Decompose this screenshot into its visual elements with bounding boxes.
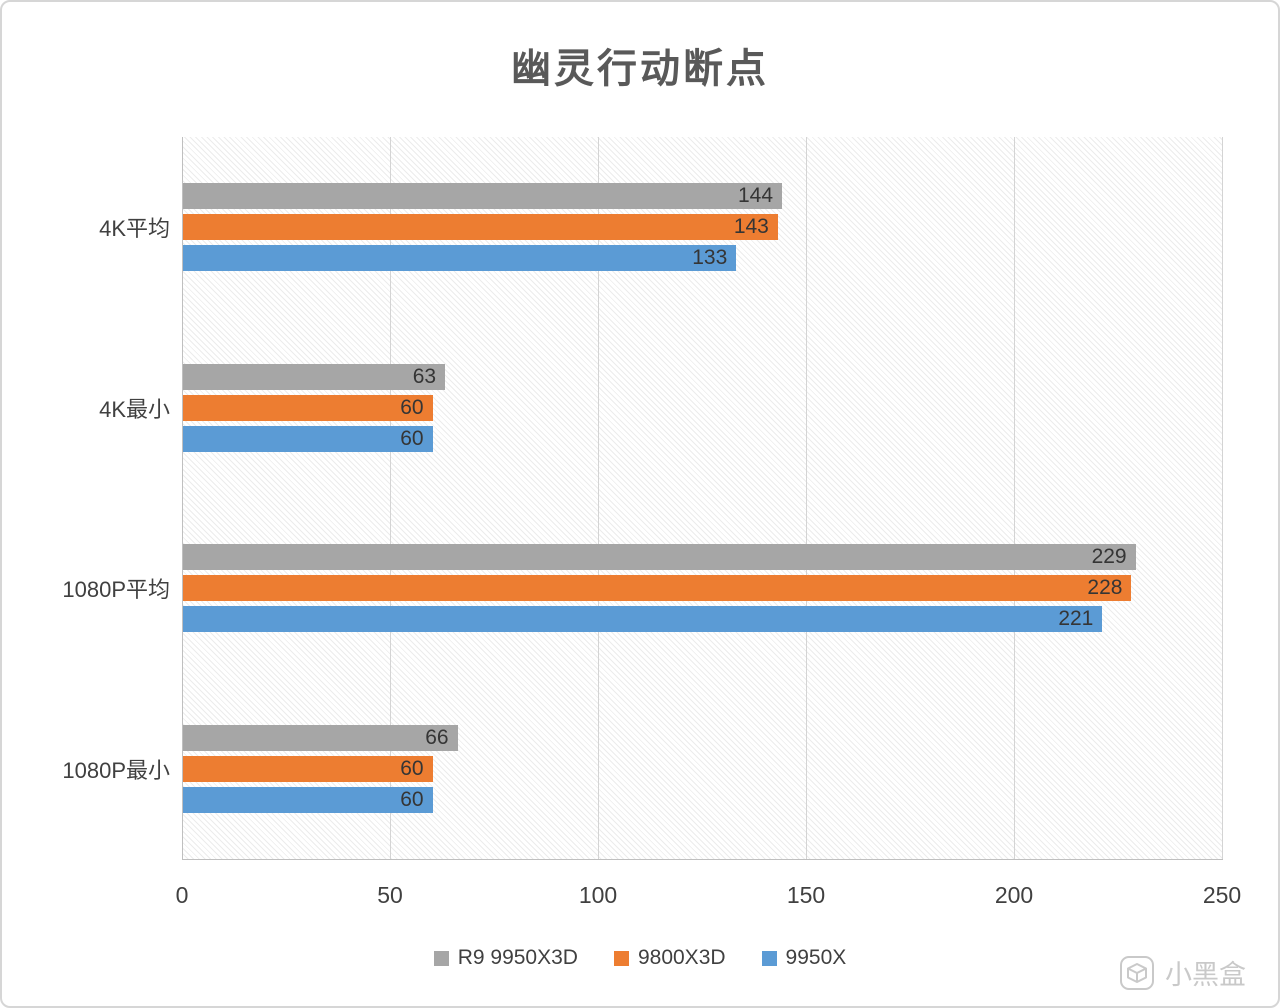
- x-axis-tick-label: 100: [578, 882, 618, 908]
- legend-label: R9 9950X3D: [457, 946, 578, 969]
- category-label: 4K最小: [99, 396, 170, 422]
- gridline: [390, 137, 391, 859]
- chart-title: 幽灵行动断点: [511, 47, 769, 91]
- category-label: 1080P最小: [62, 757, 170, 783]
- x-axis-tick-label: 250: [1202, 882, 1242, 908]
- bar: 144: [183, 183, 783, 210]
- watermark: 小黑盒: [1119, 953, 1246, 992]
- bar: 143: [183, 214, 778, 241]
- x-axis-tick-label: 200: [994, 882, 1034, 908]
- watermark-text: 小黑盒: [1165, 960, 1246, 990]
- gridline: [598, 137, 599, 859]
- legend-swatch: [433, 950, 449, 966]
- legend-item: 9950X: [761, 946, 847, 970]
- bar: 133: [183, 245, 737, 272]
- bar-value-label: 60: [400, 756, 424, 780]
- bar-value-label: 144: [737, 184, 774, 208]
- bar-value-label: 60: [400, 787, 424, 811]
- legend-item: 9800X3D: [613, 946, 726, 970]
- x-axis-tick-label: 0: [175, 882, 189, 908]
- bar: 66: [183, 724, 458, 751]
- legend-swatch: [613, 950, 629, 966]
- legend-swatch: [761, 950, 777, 966]
- bar-value-label: 143: [733, 215, 769, 239]
- gridline: [1222, 137, 1223, 859]
- bar-value-label: 221: [1058, 607, 1094, 631]
- category-label: 1080P平均: [62, 577, 170, 603]
- x-axis-tick-label: 50: [377, 882, 403, 908]
- bar-value-label: 60: [400, 426, 424, 450]
- bar-value-label: 66: [425, 725, 449, 749]
- x-axis-tick-label: 150: [786, 882, 826, 908]
- bar-value-label: 229: [1091, 545, 1127, 569]
- legend: R9 9950X3D 9800X3D 9950X: [2, 946, 1278, 970]
- legend-label: 9950X: [785, 946, 847, 969]
- legend-label: 9800X3D: [637, 946, 726, 969]
- bar: 221: [183, 606, 1103, 633]
- gridline: [1014, 137, 1015, 859]
- bar-value-label: 60: [400, 395, 424, 419]
- category-label: 4K平均: [99, 216, 170, 242]
- bar-value-label: 63: [412, 364, 437, 388]
- bar: 60: [183, 755, 433, 782]
- bar: 229: [183, 544, 1136, 571]
- bar: 63: [183, 363, 446, 390]
- plot-area: 144 143 133 63 60 60 229 228 221 66 60 60: [182, 137, 1223, 860]
- legend-item: R9 9950X3D: [433, 946, 578, 970]
- heybox-logo-icon: [1120, 955, 1154, 990]
- bar-value-label: 228: [1087, 576, 1123, 600]
- bar: 228: [183, 575, 1132, 602]
- bar: 60: [183, 425, 433, 452]
- gridline: [806, 137, 807, 859]
- bar-value-label: 133: [692, 246, 728, 270]
- bar: 60: [183, 786, 433, 813]
- bar: 60: [183, 394, 433, 421]
